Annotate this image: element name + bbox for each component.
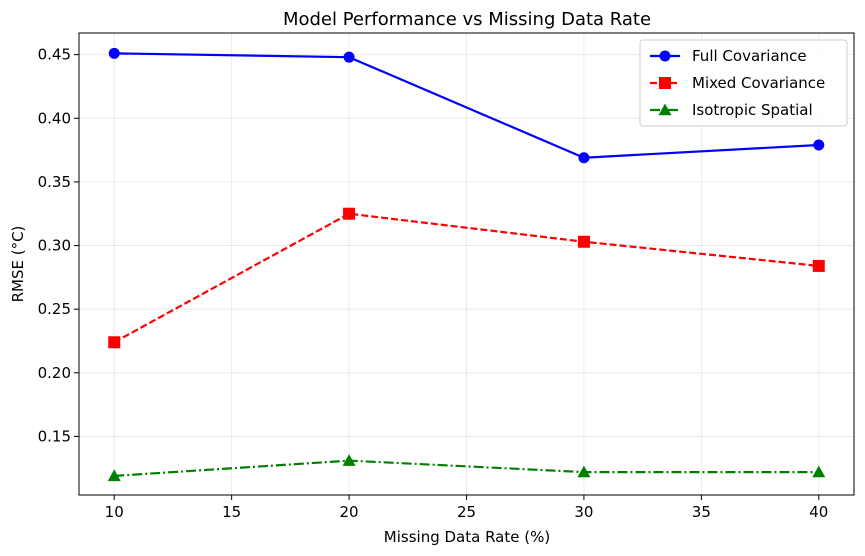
legend-marker-full-covariance: [659, 50, 671, 62]
data-point-full-covariance: [578, 152, 590, 164]
y-tick-label: 0.35: [38, 173, 71, 191]
legend-marker-isotropic-spatial: [658, 103, 672, 116]
legend-label-mixed-covariance: Mixed Covariance: [692, 74, 825, 92]
legend-box: [639, 39, 848, 127]
x-tick-label: 40: [809, 503, 828, 521]
x-tick-label: 10: [105, 503, 124, 521]
y-tick-label: 0.45: [38, 46, 71, 64]
data-point-isotropic-spatial: [107, 469, 121, 482]
legend-marker-mixed-covariance: [659, 77, 671, 89]
data-point-mixed-covariance: [812, 259, 825, 272]
series-line-mixed-covariance: [113, 212, 819, 344]
series-isotropic-spatial: [107, 454, 826, 482]
data-point-isotropic-spatial: [812, 465, 826, 478]
y-axis-label: RMSE (°C): [9, 226, 27, 303]
legend-label-isotropic-spatial: Isotropic Spatial: [692, 101, 813, 119]
x-tick-label: 20: [340, 503, 359, 521]
data-point-isotropic-spatial: [577, 465, 591, 478]
data-point-mixed-covariance: [577, 235, 590, 248]
series-line-isotropic-spatial: [114, 459, 819, 478]
x-axis-label: Missing Data Rate (%): [384, 528, 550, 546]
data-point-full-covariance: [108, 47, 120, 59]
data-point-isotropic-spatial: [342, 454, 356, 466]
data-point-full-covariance: [343, 51, 355, 63]
y-tick-label: 0.15: [38, 427, 71, 445]
x-tick-label: 35: [692, 503, 711, 521]
data-point-full-covariance: [813, 139, 825, 151]
x-axis-ticks: 10 15 20 25 30 35 40: [105, 495, 828, 521]
y-tick-label: 0.25: [38, 300, 71, 318]
legend: Full Covariance Mixed Covariance Isotropic…: [639, 39, 848, 127]
data-point-mixed-covariance: [108, 336, 121, 349]
y-tick-label: 0.30: [38, 237, 71, 255]
series-full-covariance: [108, 47, 825, 164]
chart-title: Model Performance vs Missing Data Rate: [283, 9, 651, 30]
series-mixed-covariance: [108, 207, 825, 349]
y-axis-ticks: 0.15 0.20 0.25 0.30 0.35 0.40 0.45: [38, 46, 79, 445]
y-tick-label: 0.40: [38, 109, 71, 127]
x-tick-label: 30: [574, 503, 593, 521]
y-tick-label: 0.20: [38, 364, 71, 382]
x-tick-label: 25: [457, 503, 476, 521]
series-layer: [107, 47, 826, 482]
x-tick-label: 15: [222, 503, 241, 521]
series-line-full-covariance: [114, 52, 819, 159]
legend-label-full-covariance: Full Covariance: [692, 47, 807, 65]
data-point-mixed-covariance: [343, 207, 356, 220]
